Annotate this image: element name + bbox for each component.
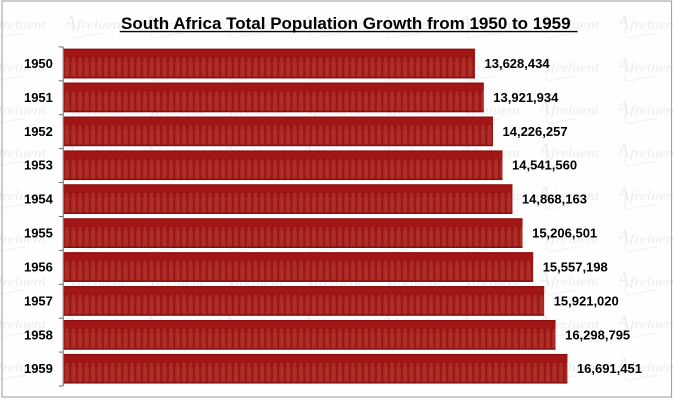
svg-text:1959: 1959	[24, 361, 53, 376]
svg-text:1958: 1958	[24, 327, 53, 342]
svg-text:15,206,501: 15,206,501	[532, 226, 597, 241]
svg-text:14,868,163: 14,868,163	[522, 192, 587, 207]
svg-text:1955: 1955	[24, 226, 53, 241]
svg-text:South Africa Total Population: South Africa Total Population Growth fro…	[121, 14, 571, 33]
svg-text:1957: 1957	[24, 293, 53, 308]
svg-text:1952: 1952	[24, 124, 53, 139]
svg-text:1956: 1956	[24, 260, 53, 275]
svg-text:1953: 1953	[24, 158, 53, 173]
svg-text:14,541,560: 14,541,560	[512, 158, 577, 173]
svg-text:15,921,020: 15,921,020	[554, 293, 619, 308]
svg-text:16,691,451: 16,691,451	[577, 361, 642, 376]
svg-text:13,921,934: 13,921,934	[493, 90, 559, 105]
svg-text:1951: 1951	[24, 90, 53, 105]
svg-text:16,298,795: 16,298,795	[565, 327, 630, 342]
svg-text:15,557,198: 15,557,198	[543, 260, 608, 275]
svg-text:1950: 1950	[24, 56, 53, 71]
svg-text:13,628,434: 13,628,434	[485, 56, 551, 71]
svg-text:14,226,257: 14,226,257	[503, 124, 568, 139]
svg-text:1954: 1954	[24, 192, 54, 207]
